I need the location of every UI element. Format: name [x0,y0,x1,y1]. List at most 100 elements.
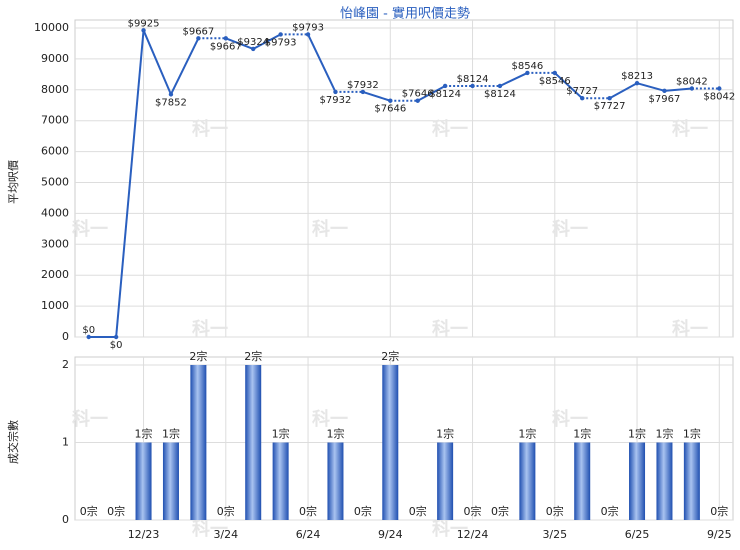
bar [245,365,262,520]
line-segment [307,33,337,93]
line-segment [499,72,528,87]
y-tick-label: 10000 [34,21,69,34]
y-tick-label: 5000 [41,176,69,189]
y-tick-label: 3000 [41,237,69,250]
point [196,36,201,41]
data-label: $7932 [347,80,379,91]
bar [574,442,591,520]
plot-area [74,19,734,338]
y-tick-label: 0 [62,330,69,343]
data-label: 0宗 [409,504,427,518]
data-label: $8213 [621,71,653,82]
data-label: 0宗 [464,504,482,518]
data-label: $0 [82,325,95,336]
data-label: 1宗 [436,427,454,441]
point [305,32,311,37]
data-label: $7646 [402,89,434,100]
point [415,98,420,103]
watermark: 科一 [192,118,228,140]
x-tick-label: 12/23 [128,528,160,541]
x-tick-label: 9/25 [707,528,732,541]
line-segment [170,37,200,95]
data-label: $7852 [155,97,187,108]
data-label: 0宗 [299,504,317,518]
y-tick-label: 1 [62,436,69,449]
data-label: 2宗 [381,349,399,363]
watermark: 科一 [192,318,228,340]
y-tick-label: 6000 [41,145,69,158]
line-segment [609,82,638,100]
data-label: 0宗 [546,504,564,518]
bar [683,442,700,520]
point [662,88,667,94]
data-label: $7646 [374,104,406,115]
data-label: $9324 [237,37,269,48]
data-label: 1宗 [628,427,646,441]
data-label: $8124 [484,89,516,100]
data-label: 1宗 [326,427,344,441]
data-label: $8042 [703,92,735,103]
watermark: 科一 [552,408,588,430]
data-label: 1宗 [162,427,180,441]
bar [327,442,344,520]
point [251,46,256,52]
point [333,89,338,95]
data-label: $9793 [292,22,324,33]
y-tick-label: 4000 [41,206,69,219]
point [497,83,503,89]
point [223,36,228,41]
point [388,98,393,103]
data-label: $7727 [594,101,626,112]
y-tick-label: 1000 [41,299,69,312]
x-tick-label: 6/25 [625,528,650,541]
point [525,70,530,76]
bar [272,442,289,520]
data-label: $9667 [182,26,214,37]
point [86,334,91,340]
point [607,96,612,101]
data-label: 2宗 [189,349,207,363]
data-label: 1宗 [573,427,591,441]
y-tick-label: 2 [62,358,69,371]
watermark: 科一 [192,518,228,540]
y-axis-label: 成交宗數 [6,420,20,464]
data-label: 1宗 [272,427,290,441]
point [634,81,640,86]
y-tick-label: 2000 [41,268,69,281]
point [689,86,695,91]
y-tick-label: 9000 [41,52,69,65]
data-label: 2宗 [244,349,262,363]
line-segment [636,82,665,92]
data-label: 1宗 [518,427,536,441]
point [360,89,366,95]
data-label: $0 [110,340,123,351]
watermark: 科一 [432,118,468,140]
line-segment [252,33,282,50]
bar [135,442,152,520]
y-axis-label: 平均呎價 [6,160,20,204]
y-tick-label: 7000 [41,114,69,127]
x-tick-label: 6/24 [296,528,321,541]
point [580,96,585,101]
point [278,32,283,37]
point [552,70,557,76]
line-segment [362,90,391,102]
data-label: $9925 [128,18,160,29]
line-segment [664,87,692,92]
data-label: 0宗 [80,504,98,518]
data-label: $9793 [265,37,297,48]
bar [382,365,399,520]
point [442,83,448,89]
watermark: 科一 [72,408,108,430]
data-label: 0宗 [601,504,619,518]
y-tick-label: 0 [62,513,69,526]
line-segment [225,37,254,50]
line-segment [554,72,583,99]
data-label: 0宗 [491,504,509,518]
point [470,83,475,89]
bar [519,442,536,520]
bar [162,442,179,520]
watermark: 科一 [672,318,708,340]
x-tick-label: 3/24 [213,528,238,541]
data-label: 0宗 [354,504,372,518]
